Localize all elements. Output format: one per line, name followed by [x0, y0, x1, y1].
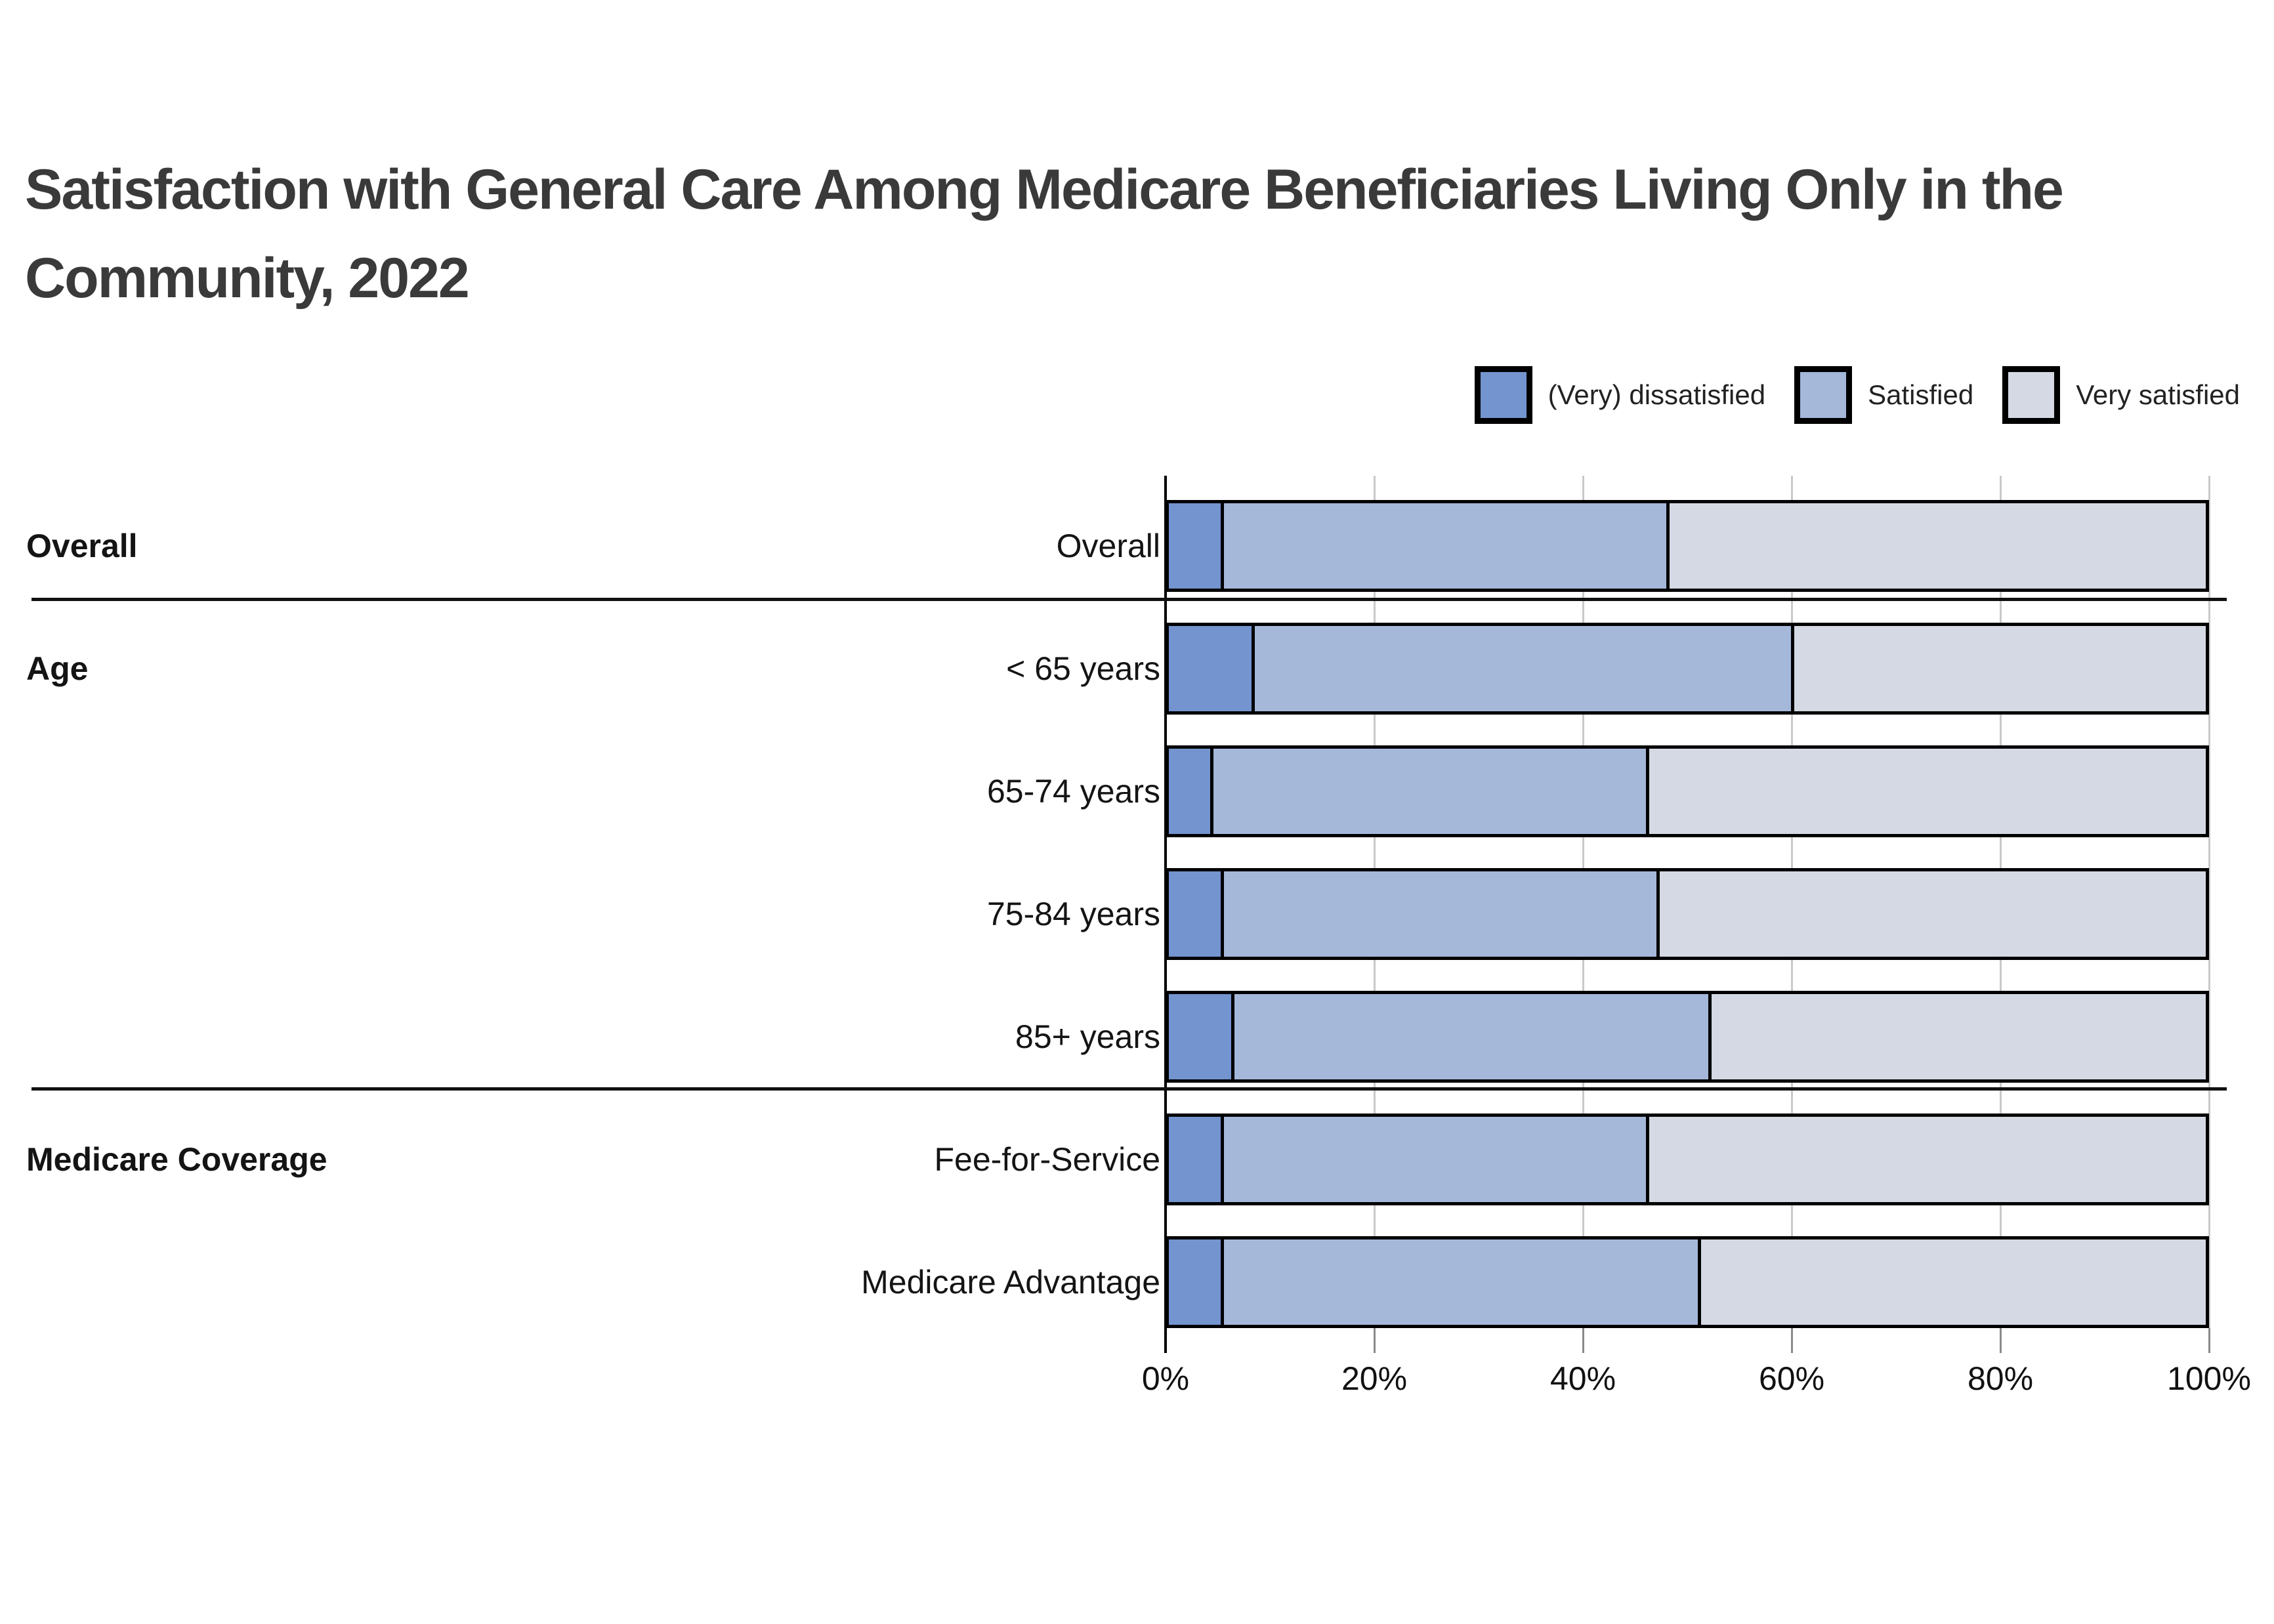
bar-row	[1166, 1114, 2209, 1205]
chart-title-line-2: Community, 2022	[25, 247, 470, 310]
axis-tick-label-80: 80%	[1967, 1360, 2034, 1397]
bar-row	[1166, 868, 2209, 960]
bar-segment	[1169, 994, 1231, 1079]
legend-swatch-very-satisfied	[2002, 366, 2061, 424]
row-label: Fee-for-Service	[934, 1141, 1160, 1178]
bar-segment	[1790, 626, 2206, 711]
group-separator-overall-age	[32, 598, 2227, 601]
tick-mark-0	[1164, 1328, 1167, 1353]
row-label: 65-74 years	[986, 773, 1160, 810]
legend-label-very-satisfied: Very satisfied	[2076, 379, 2240, 410]
bar-segment	[1252, 626, 1791, 711]
chart-title-line-1: Satisfaction with General Care Among Med…	[25, 158, 2064, 221]
bar-segment	[1169, 749, 1211, 834]
bar-segment	[1666, 503, 2206, 589]
axis-tick-label-20: 20%	[1341, 1360, 1408, 1397]
row-label: < 65 years	[1006, 650, 1160, 687]
bar-segment	[1221, 871, 1656, 957]
row-label: 75-84 years	[986, 896, 1160, 932]
row-label: Overall	[1056, 528, 1160, 564]
tick-mark-80	[1999, 1328, 2002, 1353]
gridline-100	[2208, 476, 2210, 1328]
tick-mark-20	[1373, 1328, 1376, 1353]
row-label: Medicare Advantage	[861, 1264, 1160, 1301]
legend-swatch-dissatisfied	[1474, 366, 1532, 424]
bar-row	[1166, 623, 2209, 715]
bar-row	[1166, 1236, 2209, 1328]
legend-item-satisfied: Satisfied	[1794, 366, 1973, 424]
bar-segment	[1645, 749, 2206, 834]
bar-segment	[1697, 1239, 2206, 1325]
tick-mark-40	[1582, 1328, 1584, 1353]
axis-tick-label-100: 100%	[2167, 1360, 2251, 1397]
group-label-medicare-coverage: Medicare Coverage	[26, 1141, 327, 1178]
axis-tick-label-40: 40%	[1549, 1360, 1616, 1397]
bar-segment	[1169, 1239, 1221, 1325]
bar-segment	[1169, 1117, 1221, 1202]
bar-segment	[1231, 994, 1708, 1079]
bar-segment	[1210, 749, 1646, 834]
legend-item-dissatisfied: (Very) dissatisfied	[1474, 366, 1766, 424]
bar-segment	[1221, 1239, 1698, 1325]
bar-segment	[1169, 503, 1221, 589]
axis-tick-label-60: 60%	[1758, 1360, 1825, 1397]
bar-segment	[1169, 626, 1252, 711]
group-label-overall: Overall	[26, 528, 138, 564]
chart-title: Satisfaction with General Care Among Med…	[25, 146, 2256, 323]
bar-segment	[1169, 871, 1221, 957]
bar-row	[1166, 745, 2209, 837]
row-label: 85+ years	[1015, 1018, 1160, 1055]
bar-segment	[1221, 1117, 1646, 1202]
tick-mark-100	[2208, 1328, 2210, 1353]
group-separator-age-medicare	[32, 1087, 2227, 1091]
legend-label-dissatisfied: (Very) dissatisfied	[1548, 379, 1766, 410]
legend: (Very) dissatisfied Satisfied Very satis…	[1474, 366, 2240, 424]
bar-segment	[1656, 871, 2206, 957]
legend-item-very-satisfied: Very satisfied	[2002, 366, 2240, 424]
axis-tick-label-0: 0%	[1141, 1360, 1190, 1397]
bar-segment	[1708, 994, 2206, 1079]
bar-row	[1166, 991, 2209, 1083]
tick-mark-60	[1790, 1328, 1793, 1353]
bar-segment	[1645, 1117, 2206, 1202]
bar-row	[1166, 500, 2209, 592]
group-label-age: Age	[26, 650, 89, 687]
legend-swatch-satisfied	[1794, 366, 1853, 424]
bar-segment	[1221, 503, 1667, 589]
legend-label-satisfied: Satisfied	[1868, 379, 1974, 410]
